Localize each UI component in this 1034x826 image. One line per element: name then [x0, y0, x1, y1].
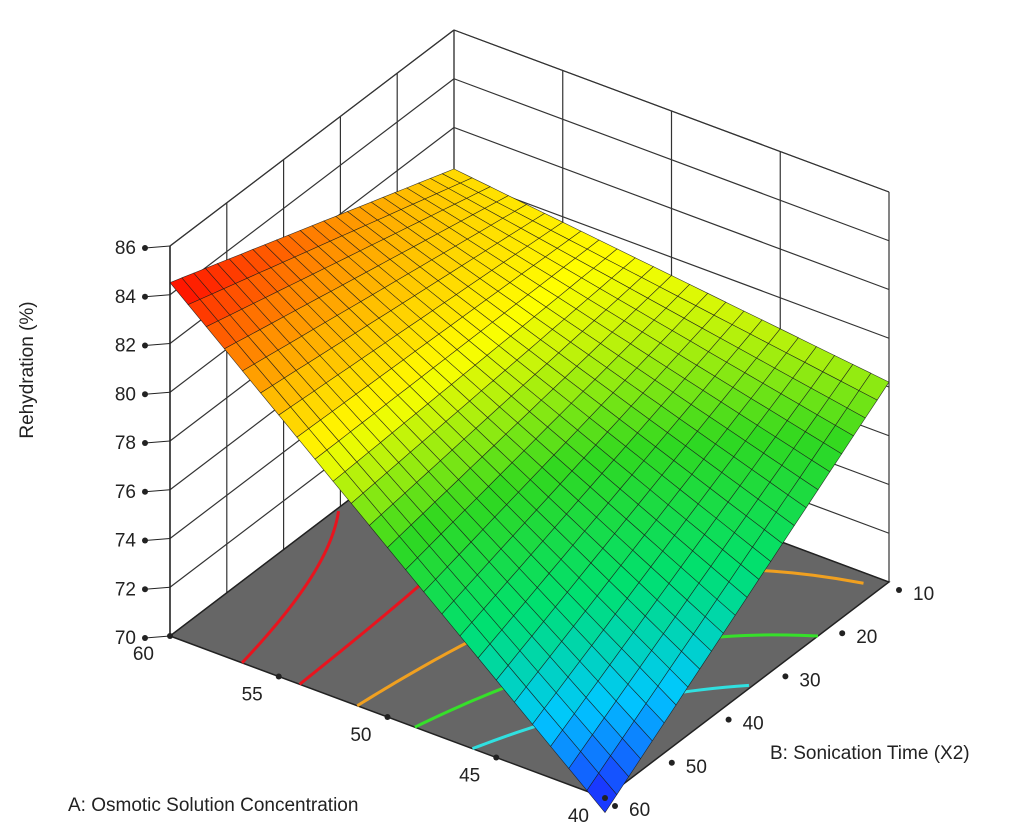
y-tick-label: 30 [799, 670, 820, 691]
y-tick-label: 40 [743, 714, 764, 735]
z-tick-label: 84 [115, 287, 137, 308]
y-tick-label: 20 [856, 627, 877, 648]
y-tick-label: 10 [913, 584, 934, 605]
x-tick-label: 50 [350, 725, 371, 746]
y-tick-label: 50 [686, 757, 707, 778]
y-tick-label: 60 [629, 800, 650, 821]
surface-cell [586, 772, 618, 814]
x-tick-label: 60 [133, 644, 154, 665]
y-tick-mark [612, 803, 618, 809]
x-tick-mark [384, 714, 391, 720]
x-tick-mark [493, 754, 500, 761]
z-tick-line [144, 635, 171, 639]
z-tick-label: 76 [115, 482, 136, 503]
z-tick-line [144, 489, 171, 493]
y-axis-title: B: Sonication Time (X2) [770, 743, 970, 764]
z-tick-label: 86 [115, 238, 136, 259]
z-tick-label: 74 [115, 531, 137, 552]
x-tick-label: 45 [459, 766, 480, 787]
y-tick-mark [725, 716, 732, 723]
wall-grid-line [453, 78, 890, 242]
x-axis-title: A: Osmotic Solution Concentration [68, 795, 358, 816]
z-axis-title: Rehydration (%) [17, 301, 38, 438]
z-tick-line [144, 245, 171, 249]
z-tick-line [144, 343, 171, 346]
wall-grid-line [453, 126, 890, 291]
contour-line [240, 510, 341, 664]
z-tick-line [144, 294, 171, 298]
z-tick-line [144, 391, 171, 395]
y-tick-mark [896, 587, 902, 593]
y-tick-mark [839, 630, 846, 637]
response-surface [169, 168, 890, 814]
z-tick-label: 80 [115, 384, 136, 405]
y-tick-mark [782, 673, 789, 680]
x-tick-mark [602, 795, 608, 801]
wall-top-edge [453, 29, 890, 193]
x-tick-mark [167, 633, 173, 639]
z-tick-label: 78 [115, 433, 136, 454]
x-tick-label: 55 [242, 685, 263, 706]
z-tick-line [144, 440, 171, 444]
z-tick-line [144, 586, 171, 590]
wall-grid-line [453, 175, 890, 339]
y-tick-mark [668, 759, 675, 766]
x-tick-mark [275, 673, 282, 680]
z-tick-label: 70 [115, 628, 136, 649]
wall-grid-line [169, 78, 455, 296]
wall-top-edge [169, 29, 455, 247]
z-tick-label: 72 [115, 579, 136, 600]
z-tick-label: 82 [115, 336, 136, 357]
axes: 70 72 74 76 78 80 82 84 86 40 45 50 55 60 10 20 30 40 50 60 [115, 238, 934, 826]
z-tick-line [144, 538, 171, 541]
x-tick-label: 40 [568, 806, 589, 826]
